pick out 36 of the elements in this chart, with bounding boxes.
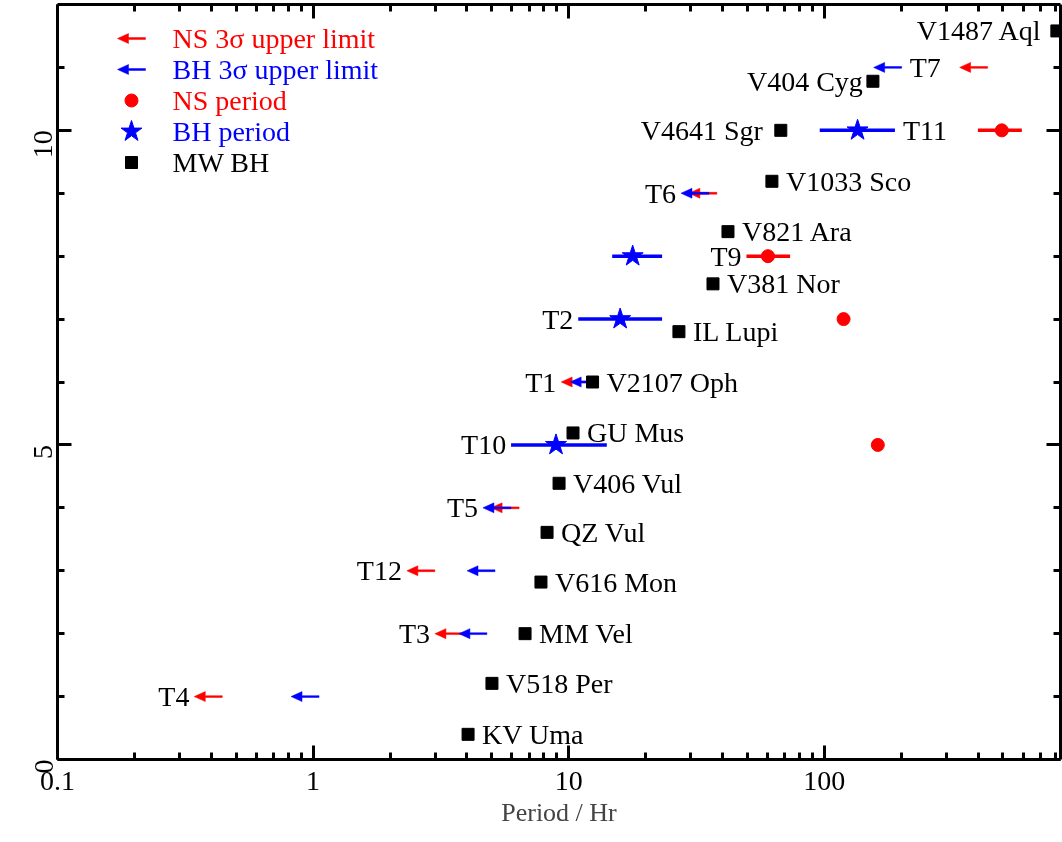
data-label: V821 Ara — [741, 216, 853, 248]
annotation: T10 — [461, 429, 507, 461]
data-label: QZ Vul — [561, 516, 646, 548]
annotation: T4 — [158, 681, 190, 713]
x-axis-title: Period / Hr — [501, 797, 618, 827]
data-label: V4641 Sgr — [640, 114, 764, 146]
legend-label: BH 3σ upper limit — [172, 54, 379, 85]
x-tick-label: 100 — [803, 764, 846, 796]
annotation: T5 — [446, 492, 479, 524]
data-label: V616 Mon — [554, 566, 678, 598]
data-label: V1487 Aql — [916, 15, 1041, 47]
data-label: V518 Per — [505, 667, 614, 699]
y-tick-label: 0 — [27, 759, 59, 774]
y-tick-label: 10 — [27, 130, 59, 159]
data-label: KV Uma — [482, 718, 585, 750]
data-label: V406 Vul — [573, 467, 683, 499]
data-label: V1033 Sco — [785, 165, 912, 197]
annotation: T6 — [644, 177, 677, 209]
x-tick-label: 10 — [554, 764, 583, 796]
legend-label: NS period — [172, 85, 287, 116]
data-label: V2107 Oph — [606, 366, 739, 398]
annotation: T12 — [356, 555, 402, 587]
annotation: T2 — [542, 303, 574, 335]
data-label: IL Lupi — [692, 316, 779, 348]
y-tick-label: 5 — [27, 444, 59, 459]
annotation: T3 — [398, 618, 431, 650]
legend-label: BH period — [172, 116, 290, 147]
data-label: V404 Cyg — [746, 65, 863, 97]
data-label: GU Mus — [587, 417, 685, 449]
annotation: T1 — [525, 366, 557, 398]
legend-label: NS 3σ upper limit — [172, 23, 376, 54]
annotation: T11 — [902, 114, 947, 146]
x-tick-label: 1 — [306, 764, 321, 796]
data-label: MM Vel — [539, 618, 633, 650]
legend-label: MW BH — [172, 147, 270, 178]
annotation: T7 — [909, 51, 941, 83]
